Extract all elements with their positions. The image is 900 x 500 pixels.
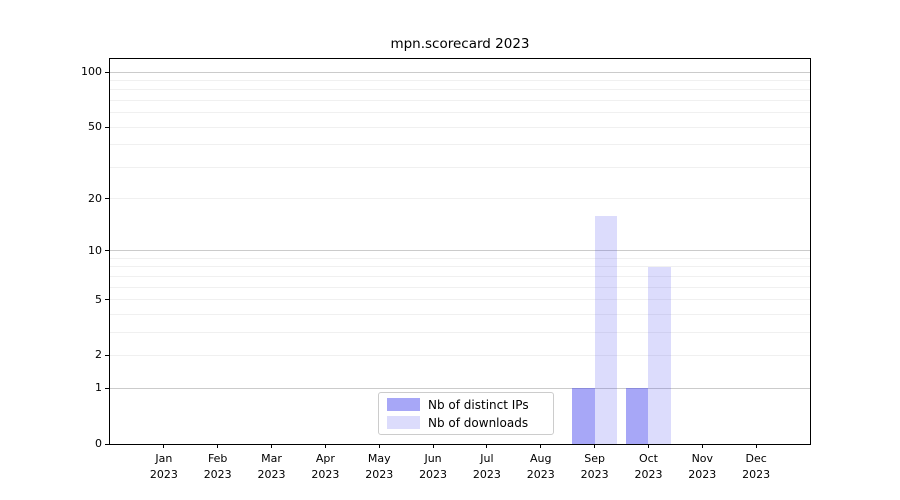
x-tick-label: Dec 2023 — [726, 451, 786, 482]
y-tick-label: 0 — [95, 437, 102, 450]
y-gridline-minor — [110, 299, 810, 301]
y-gridline-minor — [110, 266, 810, 268]
y-tick-label: 1 — [95, 381, 102, 395]
x-tick-year: 2023 — [149, 467, 178, 481]
y-tick — [105, 198, 109, 200]
x-tick — [432, 444, 434, 448]
y-tick-label: 20 — [88, 191, 102, 205]
y-gridline-major — [110, 71, 810, 73]
y-tick — [105, 299, 109, 301]
y-tick-label: 5 — [95, 292, 102, 306]
x-tick-label: Feb 2023 — [188, 451, 248, 482]
x-tick — [755, 444, 757, 448]
y-tick — [105, 71, 109, 73]
x-tick-label: Jun 2023 — [403, 451, 463, 482]
y-gridline-minor — [110, 144, 810, 146]
legend: Nb of distinct IPs Nb of downloads — [378, 392, 554, 435]
x-tick-label: Mar 2023 — [242, 451, 302, 482]
bar-nb-of-distinct-ips — [572, 388, 595, 444]
y-gridline-major — [110, 387, 810, 389]
x-tick-month: Nov — [691, 452, 714, 465]
y-gridline-minor — [110, 166, 810, 168]
y-gridline-minor — [110, 275, 810, 277]
x-tick — [324, 444, 326, 448]
y-gridline-minor — [110, 126, 810, 128]
x-tick-label: Oct 2023 — [618, 451, 678, 482]
y-tick-label: 10 — [88, 243, 102, 257]
legend-label: Nb of distinct IPs — [428, 397, 529, 412]
x-tick-month: Dec — [745, 452, 767, 465]
bar-nb-of-downloads — [648, 266, 671, 444]
x-tick-year: 2023 — [742, 467, 771, 481]
y-tick — [105, 126, 109, 128]
x-tick-label: Jul 2023 — [457, 451, 517, 482]
chart-title: mpn.scorecard 2023 — [390, 36, 530, 52]
x-tick-year: 2023 — [365, 467, 394, 481]
y-tick-label: 100 — [81, 65, 102, 79]
y-gridline-minor — [110, 89, 810, 91]
x-tick — [163, 444, 165, 448]
x-tick-year: 2023 — [203, 467, 232, 481]
x-tick — [217, 444, 219, 448]
x-tick-year: 2023 — [634, 467, 663, 481]
y-gridline-minor — [110, 80, 810, 82]
y-gridline-minor — [110, 313, 810, 315]
legend-swatch-nb-of-downloads — [387, 416, 420, 429]
y-gridline-minor — [110, 286, 810, 288]
y-gridline-minor — [110, 198, 810, 200]
legend-swatch-nb-of-distinct-ips — [387, 398, 420, 411]
x-tick-month: Jan — [155, 452, 173, 465]
x-tick-year: 2023 — [257, 467, 286, 481]
y-gridline-minor — [110, 112, 810, 114]
x-tick-label: May 2023 — [349, 451, 409, 482]
legend-row: Nb of downloads — [387, 416, 545, 430]
x-tick — [540, 444, 542, 448]
x-tick — [594, 444, 596, 448]
x-tick-month: Oct — [638, 452, 658, 465]
x-tick-label: Apr 2023 — [295, 451, 355, 482]
x-tick-month: Jul — [480, 452, 494, 465]
x-tick-year: 2023 — [526, 467, 555, 481]
y-gridline-major — [110, 250, 810, 252]
x-tick-month: Aug — [530, 452, 552, 465]
y-tick — [105, 250, 109, 252]
y-tick — [105, 354, 109, 356]
bar-nb-of-downloads — [594, 215, 618, 444]
x-tick-label: Jan 2023 — [134, 451, 194, 482]
x-tick-month: May — [367, 452, 391, 465]
x-tick-month: Jun — [424, 452, 442, 465]
x-tick-month: Sep — [584, 452, 605, 465]
y-gridline-minor — [110, 331, 810, 333]
x-tick-year: 2023 — [580, 467, 609, 481]
x-tick-year: 2023 — [311, 467, 340, 481]
y-tick — [105, 443, 109, 445]
bar-nb-of-distinct-ips — [625, 388, 649, 444]
legend-label: Nb of downloads — [428, 415, 529, 430]
x-tick-year: 2023 — [688, 467, 717, 481]
plot-area: 0 1 2 5 10 20 50 100 Jan 2023 Feb 2023 Mar 2023 Apr 202… — [81, 58, 811, 481]
x-tick-month: Feb — [207, 452, 228, 465]
legend-row: Nb of distinct IPs — [387, 398, 545, 412]
y-tick-label: 50 — [88, 120, 102, 134]
y-gridline-minor — [110, 354, 810, 356]
x-tick — [378, 444, 380, 448]
x-tick-month: Mar — [261, 452, 282, 465]
x-tick — [486, 444, 488, 448]
x-tick-label: Aug 2023 — [511, 451, 571, 482]
x-tick-label: Sep 2023 — [565, 451, 625, 482]
x-tick-month: Apr — [315, 452, 335, 465]
x-tick — [647, 444, 649, 448]
y-gridline-minor — [110, 100, 810, 102]
y-tick — [105, 387, 109, 389]
x-tick-label: Nov 2023 — [672, 451, 732, 482]
y-tick-label: 2 — [95, 348, 102, 362]
x-tick — [271, 444, 273, 448]
x-tick-year: 2023 — [472, 467, 501, 481]
y-gridline-minor — [110, 258, 810, 259]
x-tick — [701, 444, 703, 448]
x-tick-year: 2023 — [419, 467, 448, 481]
